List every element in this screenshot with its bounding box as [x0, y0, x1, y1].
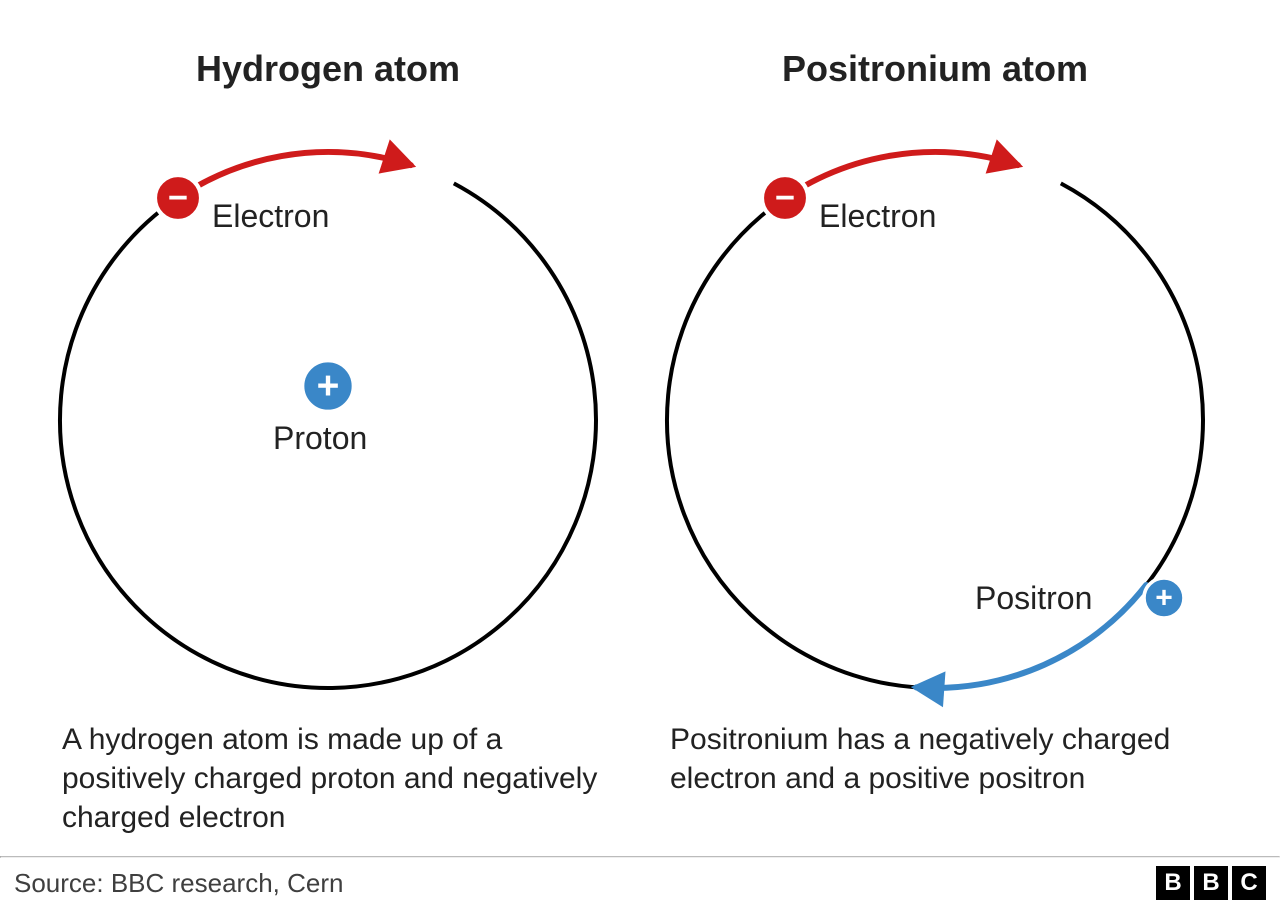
proton-label: Proton	[273, 420, 367, 457]
bbc-block-letter: B	[1194, 866, 1228, 900]
footer-rule	[0, 856, 1280, 858]
positron-label: Positron	[975, 580, 1092, 617]
hydrogen-caption: A hydrogen atom is made up of a positive…	[62, 720, 602, 837]
electron-label-left: Electron	[212, 198, 329, 235]
positron-particle-glyph: +	[1155, 582, 1173, 615]
electron-particle-right-glyph: −	[775, 179, 795, 217]
hydrogen-title: Hydrogen atom	[196, 48, 460, 90]
arrow-head	[986, 139, 1024, 173]
electron-label-right: Electron	[819, 198, 936, 235]
bbc-block-letter: B	[1156, 866, 1190, 900]
positronium-caption: Positronium has a negatively charged ele…	[670, 720, 1210, 798]
source-attribution: Source: BBC research, Cern	[14, 868, 343, 899]
proton-particle-glyph: +	[317, 365, 340, 408]
positronium-title: Positronium atom	[782, 48, 1088, 90]
bbc-block-letter: C	[1232, 866, 1266, 900]
arrow-head	[911, 671, 946, 707]
bbc-logo: BBC	[1156, 866, 1266, 900]
electron-particle-left-glyph: −	[168, 179, 188, 217]
arrow-head	[379, 139, 417, 173]
page: − + − + Hydrogen atom Positronium atom Elec…	[0, 0, 1280, 918]
